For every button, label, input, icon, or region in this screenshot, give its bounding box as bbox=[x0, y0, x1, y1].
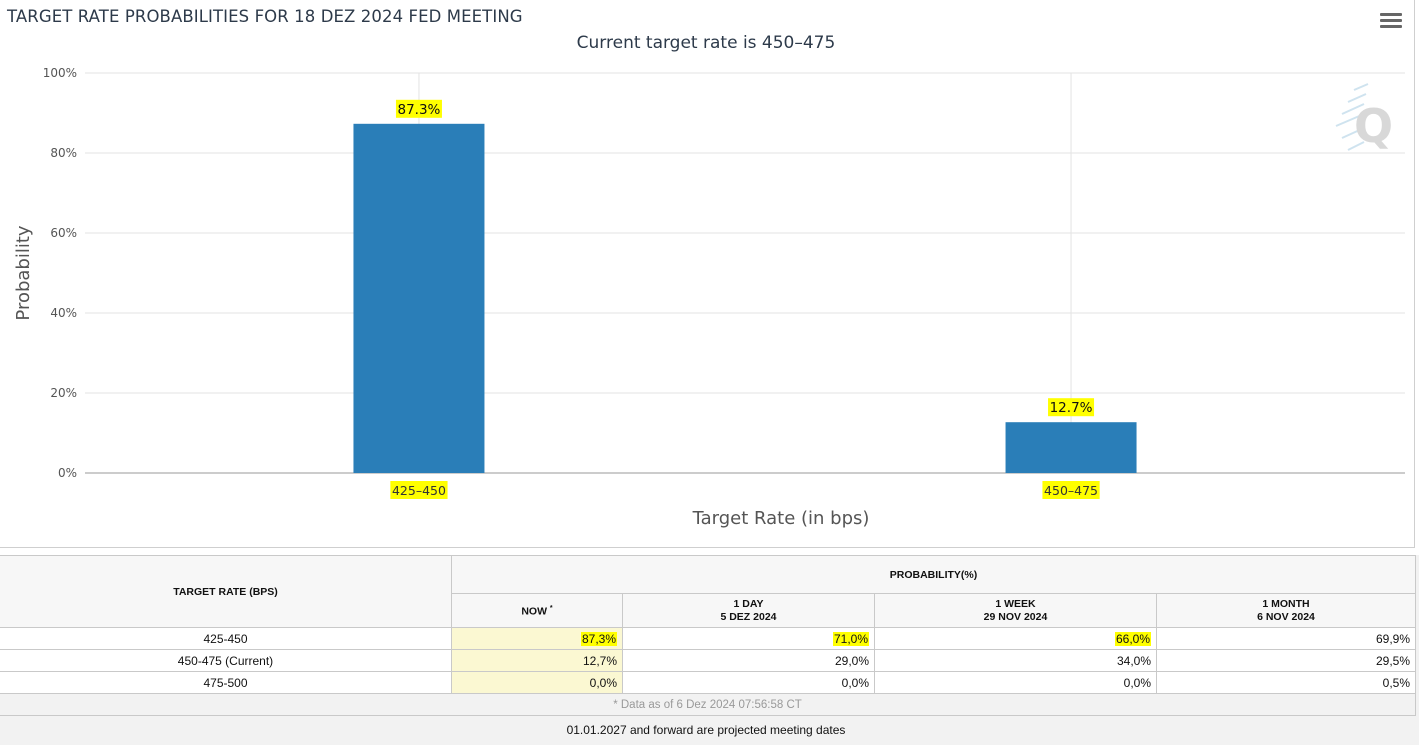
value-cell: 0,0% bbox=[622, 671, 875, 694]
header-1-week: 1 WEEK 29 NOV 2024 bbox=[874, 593, 1157, 628]
y-tick-label: 60% bbox=[50, 226, 77, 240]
rate-cell: 475-500 bbox=[0, 671, 452, 694]
x-axis-title: Target Rate (in bps) bbox=[692, 508, 870, 529]
value-cell: 0,5% bbox=[1156, 671, 1416, 694]
y-tick-label: 100% bbox=[43, 66, 77, 80]
chart-title: TARGET RATE PROBABILITIES FOR 18 DEZ 202… bbox=[7, 7, 523, 26]
value-cell: 0,0% bbox=[874, 671, 1157, 694]
value-cell: 34,0% bbox=[874, 649, 1157, 672]
value-cell: 29,0% bbox=[622, 649, 875, 672]
chart-subtitle: Current target rate is 450–475 bbox=[576, 33, 836, 53]
data-note-row: * Data as of 6 Dez 2024 07:56:58 CT bbox=[0, 693, 1416, 716]
y-tick-label: 80% bbox=[50, 146, 77, 160]
chart-panel: 0% 20% 40% 60% 80% 100% 87.3% 425–450 12.7% 450–4… bbox=[0, 0, 1415, 548]
data-label-highlight bbox=[395, 99, 442, 118]
svg-text:Q: Q bbox=[1354, 99, 1393, 153]
table-row: 450-475 (Current) 12,7% 29,0% 34,0% 29,5… bbox=[0, 649, 1416, 672]
header-probability: PROBABILITY(%) bbox=[451, 555, 1416, 594]
value-cell: 12,7% bbox=[451, 649, 623, 672]
bar bbox=[353, 123, 485, 474]
footer-note: 01.01.2027 and forward are projected mee… bbox=[566, 723, 846, 737]
data-label-highlight bbox=[1048, 398, 1095, 417]
x-tick-highlight bbox=[1042, 481, 1100, 499]
value-cell: 66,0% bbox=[874, 627, 1157, 650]
data-label: 87.3% bbox=[398, 102, 441, 118]
header-1-month: 1 MONTH 6 NOV 2024 bbox=[1156, 593, 1416, 628]
value-cell: 29,5% bbox=[1156, 649, 1416, 672]
value-cell: 71,0% bbox=[622, 627, 875, 650]
value-cell: 0,0% bbox=[451, 671, 623, 694]
hamburger-menu-icon[interactable] bbox=[1380, 13, 1402, 31]
bar bbox=[1005, 422, 1137, 473]
value-cell: 87,3% bbox=[451, 627, 623, 650]
header-1-day: 1 DAY 5 DEZ 2024 bbox=[622, 593, 875, 628]
y-axis-title: Probability bbox=[13, 225, 34, 320]
table-row: 475-500 0,0% 0,0% 0,0% 0,5% bbox=[0, 671, 1416, 694]
q-logo-icon: Q bbox=[1335, 83, 1393, 153]
value-cell: 69,9% bbox=[1156, 627, 1416, 650]
rate-cell: 425-450 bbox=[0, 627, 452, 650]
x-tick-label: 450–475 bbox=[1044, 483, 1098, 498]
table-row: 425-450 87,3% 71,0% 66,0% 69,9% bbox=[0, 627, 1416, 650]
probability-table: TARGET RATE (BPS) PROBABILITY(%) NOW * 1… bbox=[0, 555, 1416, 716]
data-label: 12.7% bbox=[1050, 400, 1093, 416]
x-tick-highlight bbox=[390, 481, 448, 499]
data-timestamp-note: * Data as of 6 Dez 2024 07:56:58 CT bbox=[0, 693, 1416, 716]
y-tick-label: 0% bbox=[58, 466, 77, 480]
header-target-rate: TARGET RATE (BPS) bbox=[0, 555, 452, 628]
bar-chart: 0% 20% 40% 60% 80% 100% 87.3% 425–450 12.7% 450–4… bbox=[13, 66, 1405, 529]
rate-cell: 450-475 (Current) bbox=[0, 649, 452, 672]
header-now: NOW * bbox=[451, 593, 623, 628]
y-tick-label: 40% bbox=[50, 306, 77, 320]
x-tick-label: 425–450 bbox=[392, 483, 446, 498]
probability-table-section: TARGET RATE (BPS) PROBABILITY(%) NOW * 1… bbox=[0, 555, 1419, 745]
y-tick-label: 20% bbox=[50, 386, 77, 400]
